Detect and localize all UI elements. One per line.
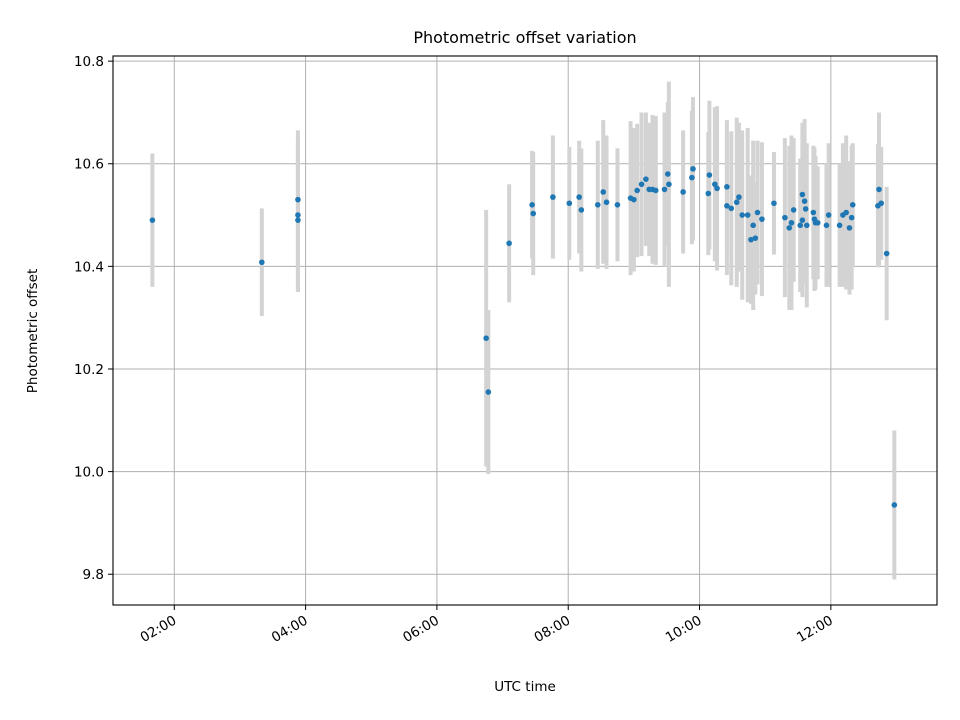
data-point [799, 217, 806, 223]
axes: 02:00 04:00 06:00 08:00 10:00 12:00 9.8 10.0 10.… [74, 54, 836, 646]
data-point [594, 201, 601, 208]
y-axis-label: Photometric offset [25, 269, 41, 393]
data-point [652, 187, 659, 194]
data-point [712, 181, 718, 188]
data-point [733, 199, 740, 206]
data-point [802, 206, 809, 212]
data-point [891, 502, 898, 508]
data-point [614, 201, 621, 208]
chart-title: Photometric offset variation [413, 28, 636, 47]
data-point [295, 196, 301, 203]
x-tick-label: 06:00 [400, 613, 442, 646]
data-point [550, 194, 556, 200]
data-point [759, 216, 765, 222]
data-point [801, 198, 808, 205]
data-point [661, 186, 668, 193]
data-point [754, 209, 761, 216]
y-tick-label: 10.6 [74, 157, 104, 173]
data-point [799, 191, 806, 198]
plot-frame [112, 55, 938, 606]
data-point [724, 184, 730, 190]
data-point [883, 250, 890, 257]
data-point [680, 189, 686, 195]
data-point [748, 236, 754, 243]
data-point [666, 181, 672, 188]
data-point [295, 212, 301, 218]
data-point [803, 222, 810, 229]
data-point [752, 235, 759, 241]
x-tick-label: 10:00 [663, 613, 705, 646]
x-tick-label: 04:00 [269, 613, 311, 646]
data-point [705, 190, 712, 197]
x-axis-label: UTC time [494, 679, 556, 695]
data-point [810, 209, 817, 216]
data-point [814, 219, 821, 226]
error-bars [150, 81, 897, 580]
data-point [788, 219, 795, 226]
data-point [823, 222, 830, 229]
data-point [566, 200, 573, 207]
data-point [529, 201, 535, 208]
data-point [790, 207, 797, 213]
data-point [706, 172, 713, 178]
data-points [149, 166, 898, 508]
data-point [744, 212, 751, 218]
data-point [634, 187, 640, 194]
data-point [848, 214, 855, 221]
data-point [690, 166, 696, 172]
data-point [714, 185, 720, 192]
data-point [849, 201, 856, 208]
data-point [578, 207, 585, 213]
y-tick-label: 9.8 [83, 567, 104, 583]
data-point [878, 200, 884, 207]
data-point [600, 189, 607, 195]
data-point [786, 225, 793, 231]
data-point [530, 210, 537, 217]
data-point [689, 174, 695, 181]
data-point [259, 259, 265, 266]
data-point [295, 217, 301, 223]
data-point [149, 217, 156, 223]
data-point [836, 222, 843, 229]
data-point [843, 209, 849, 216]
data-point [665, 171, 671, 177]
data-point [638, 181, 645, 188]
data-point [576, 194, 582, 200]
y-tick-label: 10.4 [74, 259, 104, 275]
x-tick-label: 08:00 [532, 613, 574, 646]
y-tick-label: 10.8 [74, 54, 104, 70]
data-point [485, 389, 492, 395]
data-point [846, 225, 853, 231]
data-point [736, 194, 742, 200]
data-point [603, 199, 610, 206]
data-point [643, 176, 649, 182]
data-point [631, 196, 637, 203]
data-point [506, 240, 512, 247]
y-tick-label: 10.2 [74, 362, 104, 378]
y-tick-label: 10.0 [74, 465, 104, 481]
grid [113, 56, 937, 605]
data-point [739, 212, 746, 218]
data-point [728, 205, 735, 212]
data-point [483, 335, 489, 341]
data-point [750, 222, 756, 229]
data-point [782, 214, 788, 221]
data-point [724, 203, 730, 209]
data-point [825, 212, 832, 218]
x-tick-label: 12:00 [794, 613, 836, 646]
data-point [876, 186, 882, 193]
x-tick-label: 02:00 [138, 613, 180, 646]
data-point [797, 222, 804, 229]
data-point [771, 200, 777, 207]
